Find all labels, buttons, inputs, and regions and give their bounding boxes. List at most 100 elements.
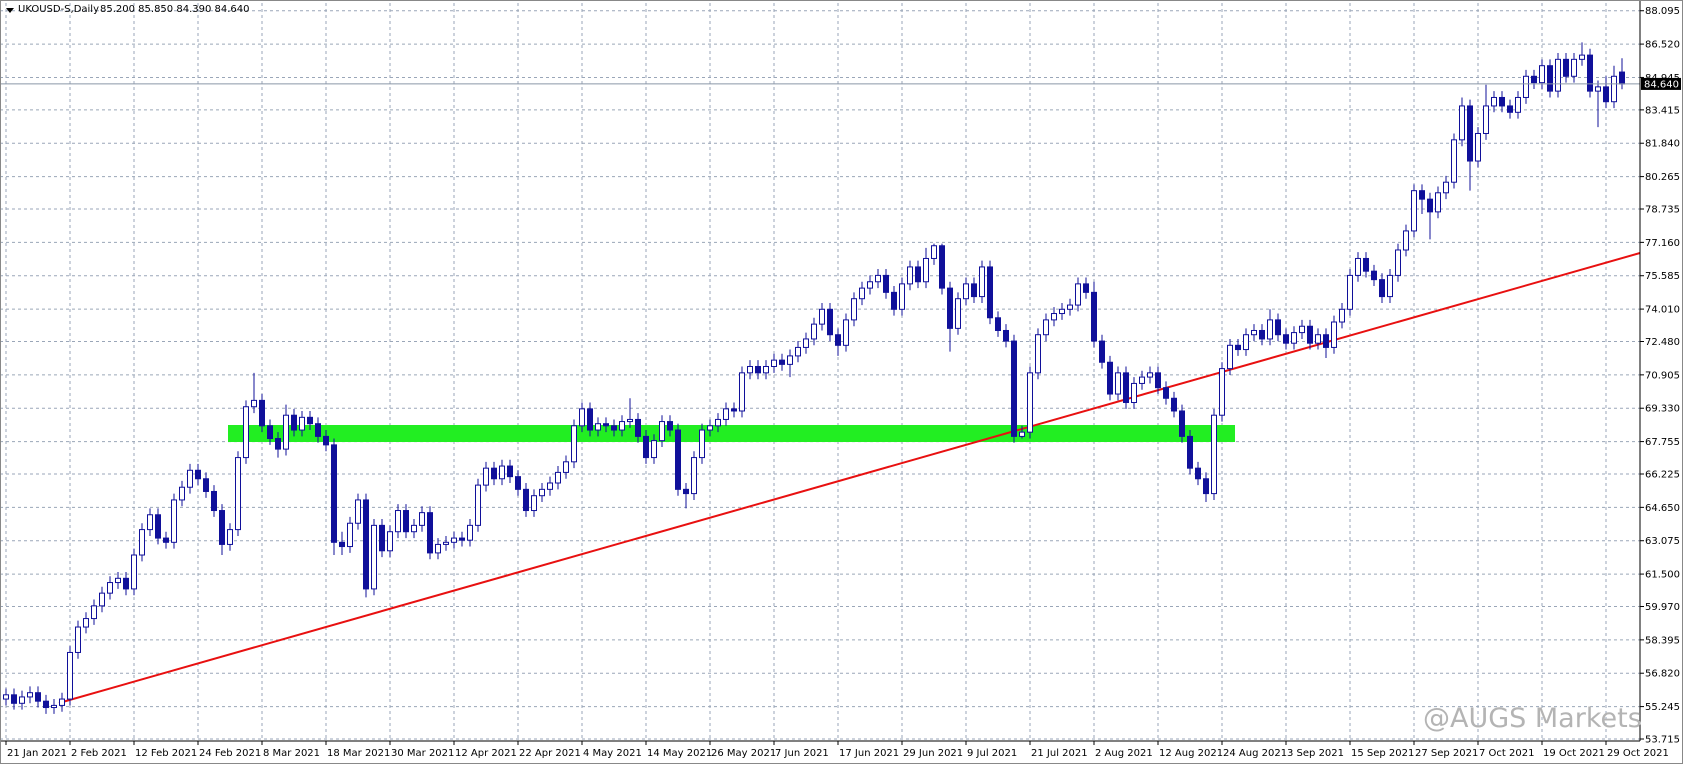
x-tick-label: 3 Sep 2021 [1287,748,1344,759]
candle-body [99,592,105,607]
candle-body [1483,105,1489,134]
candle-body [1611,75,1617,103]
candles [0,42,1640,714]
candle-body [931,245,937,259]
x-tick-label: 7 Jun 2021 [775,748,829,759]
candle-body [339,541,345,548]
x-tick-label: 26 May 2021 [711,748,776,759]
x-tick-label: 27 Sep 2021 [1415,748,1478,759]
candle-body [211,490,217,512]
candle-body [835,334,841,346]
candle-body [531,495,537,512]
candle-body [1019,431,1025,437]
candle-body [51,704,57,709]
candle-body [1251,329,1257,336]
candle-body [1315,334,1321,344]
candle-body [1131,382,1137,404]
candle-body [787,355,793,365]
candle-body [595,423,601,431]
candle-body [1523,75,1529,98]
candle-body [1379,279,1385,298]
candle-body [587,408,593,431]
candle-body [1419,190,1425,200]
candle-body [683,488,689,495]
candle-body [923,257,929,283]
candle-body [1243,334,1249,351]
candle-body [963,283,969,300]
x-tick-label: 22 Apr 2021 [519,748,581,759]
candle-body [459,537,465,541]
candle-body [1619,71,1625,85]
x-tick-label: 4 May 2021 [583,748,642,759]
candle-body [403,510,409,533]
candle-body [483,467,489,486]
candle-body [1003,329,1009,342]
x-tick-label: 9 Jul 2021 [967,748,1017,759]
candle-body [395,510,401,533]
x-tick-label: 15 Sep 2021 [1351,748,1414,759]
candle-body [35,692,41,702]
candle-body [635,418,641,437]
candle-body [955,298,961,329]
candle-body [1203,478,1209,495]
candle-body [1411,190,1417,232]
candle-body [707,425,713,431]
candle-body [1371,270,1377,281]
candle-body [1595,86,1601,92]
candle-body [435,543,441,554]
candle-body [515,476,521,490]
candle-body [579,408,585,427]
candle-body [987,266,993,319]
candle-body [1539,65,1545,84]
candle-body [67,651,73,700]
candle-body [731,408,737,412]
candle-body [195,469,201,480]
y-tick-label: 66.225 [1645,469,1680,480]
candle-body [243,406,249,459]
candle-body [1515,96,1521,113]
candle-body [611,425,617,431]
candle-body [1259,329,1265,340]
candle-body [555,471,561,484]
candle-body [1363,257,1369,272]
candle-body [859,287,865,300]
candle-body [1163,387,1169,399]
candle-body [1507,105,1513,113]
candle-body [1171,397,1177,412]
candle-body [643,435,649,459]
x-tick-label: 30 Mar 2021 [391,748,454,759]
candle-body [667,421,673,431]
candle-body [1563,58,1569,77]
candle-body [1291,332,1297,344]
candle-body [1051,313,1057,321]
candle-body [971,283,977,298]
candle-body [771,359,777,367]
candle-body [1099,340,1105,363]
current-price-label: 84.640 [1644,79,1679,90]
y-tick-label: 75.585 [1645,271,1680,282]
candle-body [1107,361,1113,395]
candle-body [627,418,633,423]
candle-body [1035,334,1041,374]
y-tick-label: 67.755 [1645,437,1680,448]
candle-body [411,524,417,533]
candle-body [1307,325,1313,344]
candle-body [651,440,657,459]
candle-body [299,416,305,431]
candle-body [739,372,745,412]
candle-body [251,399,257,408]
candle-body [307,416,313,425]
y-tick-label: 80.265 [1645,172,1680,183]
x-tick-label: 7 Oct 2021 [1479,748,1534,759]
candle-body [1459,105,1465,141]
candle-body [867,281,873,289]
y-tick-label: 59.970 [1645,602,1680,613]
candle-body [1451,139,1457,183]
candle-body [507,465,513,478]
candle-body [379,524,385,552]
y-tick-label: 77.160 [1645,238,1680,249]
candle-body [451,537,457,543]
candle-body [323,435,329,446]
